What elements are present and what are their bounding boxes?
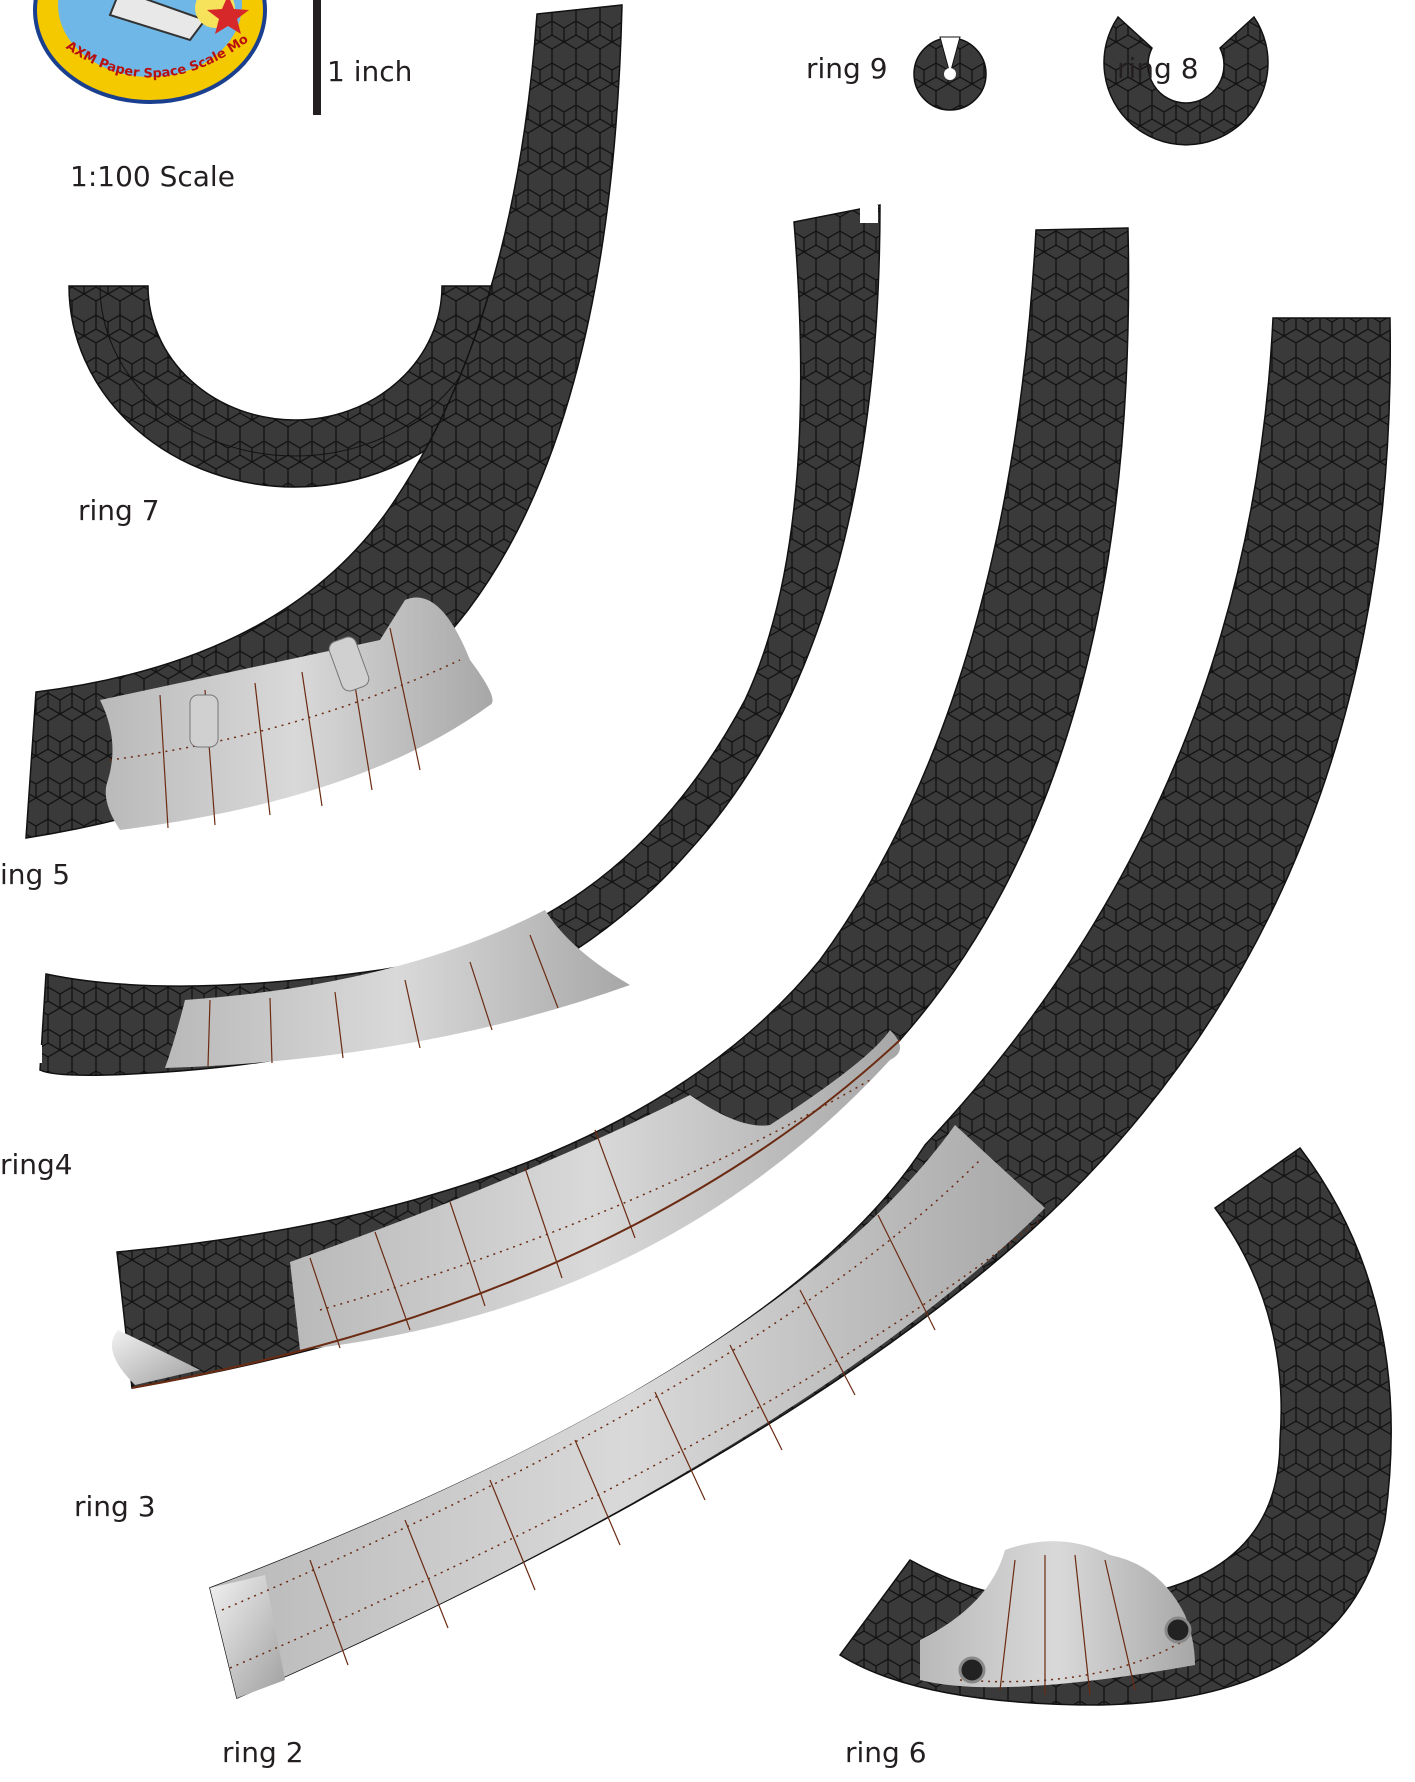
ring6-label: ring 6	[845, 1736, 927, 1769]
ring5-label: ing 5	[0, 858, 71, 891]
ring5-part	[25, 4, 623, 839]
ring9-label: ring 9	[806, 52, 888, 85]
ring8-label: ring 8	[1117, 52, 1199, 85]
ring8-part	[1103, 15, 1269, 146]
mission-patch-logo: AXM Paper Space Scale Modeling	[0, 0, 267, 104]
ring7-label: ring 7	[78, 494, 160, 527]
ring3-part	[111, 227, 1130, 1389]
ring2-part	[209, 317, 1392, 1700]
ring3-label: ring 3	[74, 1490, 156, 1523]
scale-bar-label: 1 inch	[327, 55, 413, 88]
ring9-part	[913, 36, 987, 111]
ring2-label: ring 2	[222, 1736, 304, 1769]
ring6-part	[838, 1146, 1392, 1706]
ring4-label: ring4	[0, 1148, 73, 1181]
ring4-part	[24, 204, 881, 1076]
scale-bar	[313, 0, 321, 115]
scale-note: 1:100 Scale	[70, 160, 235, 193]
